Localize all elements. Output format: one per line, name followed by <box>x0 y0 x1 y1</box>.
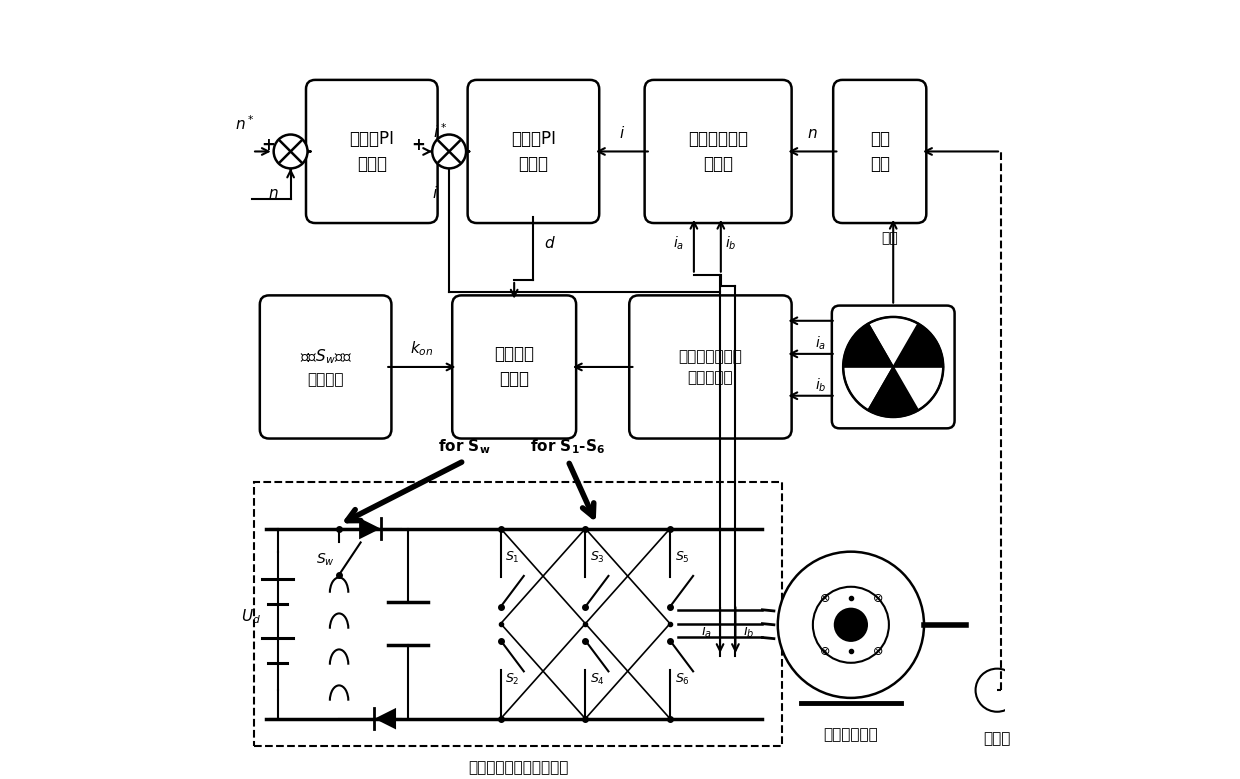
Text: $i_a$: $i_a$ <box>815 334 826 352</box>
Text: for $\mathbf{S_1}$-$\mathbf{S_6}$: for $\mathbf{S_1}$-$\mathbf{S_6}$ <box>531 438 605 456</box>
Text: $S_2$: $S_2$ <box>506 671 520 687</box>
Text: $n$: $n$ <box>807 125 817 141</box>
Text: $S_1$: $S_1$ <box>506 550 520 565</box>
Text: $S_4$: $S_4$ <box>590 671 605 687</box>
Wedge shape <box>868 367 919 417</box>
FancyBboxPatch shape <box>467 80 599 223</box>
FancyBboxPatch shape <box>832 305 955 428</box>
Text: $S_5$: $S_5$ <box>675 550 689 565</box>
FancyBboxPatch shape <box>306 80 438 223</box>
Text: 电流环PI
控制器: 电流环PI 控制器 <box>511 130 556 173</box>
Text: 非换相相电流
选择器: 非换相相电流 选择器 <box>688 130 748 173</box>
FancyBboxPatch shape <box>260 295 392 439</box>
Text: $i$: $i$ <box>619 125 625 141</box>
Text: $i_b$: $i_b$ <box>743 622 755 640</box>
Circle shape <box>777 552 924 698</box>
Text: 扇区: 扇区 <box>880 231 898 245</box>
FancyBboxPatch shape <box>645 80 791 223</box>
Text: $U_d$: $U_d$ <box>241 608 260 626</box>
Wedge shape <box>843 367 893 411</box>
Text: $i_a$: $i_a$ <box>701 622 712 640</box>
Text: $i_b$: $i_b$ <box>724 234 737 252</box>
Circle shape <box>274 135 308 168</box>
Wedge shape <box>893 323 944 367</box>
FancyBboxPatch shape <box>833 80 926 223</box>
Text: $i_b$: $i_b$ <box>815 376 826 393</box>
Text: $n^*$: $n^*$ <box>236 115 255 133</box>
Wedge shape <box>893 367 944 411</box>
Text: $k_{on}$: $k_{on}$ <box>410 339 434 358</box>
Text: $S_6$: $S_6$ <box>675 671 689 687</box>
FancyBboxPatch shape <box>629 295 791 439</box>
Polygon shape <box>374 708 396 729</box>
Text: +: + <box>262 136 275 154</box>
Text: 二极管辅助升降压逆变器: 二极管辅助升降压逆变器 <box>467 760 568 775</box>
Text: −: − <box>273 150 288 167</box>
Text: $i_a$: $i_a$ <box>673 234 684 252</box>
Text: +: + <box>412 136 425 154</box>
Wedge shape <box>843 323 893 367</box>
Text: $d$: $d$ <box>544 235 556 252</box>
Circle shape <box>433 135 466 168</box>
Circle shape <box>835 608 867 641</box>
Text: 计算$S_w$的导
通占空比: 计算$S_w$的导 通占空比 <box>300 347 352 387</box>
FancyBboxPatch shape <box>453 295 577 439</box>
Text: 转速环PI
控制器: 转速环PI 控制器 <box>350 130 394 173</box>
Text: 传感器: 传感器 <box>983 731 1011 746</box>
Text: −: − <box>451 150 466 168</box>
Polygon shape <box>360 518 381 539</box>
Text: for $\mathbf{S_w}$: for $\mathbf{S_w}$ <box>438 438 490 456</box>
Wedge shape <box>868 317 919 367</box>
Text: $S_w$: $S_w$ <box>316 552 335 568</box>
Text: $\otimes$: $\otimes$ <box>818 644 831 657</box>
Text: 换相和正常导通
阶段标志位: 换相和正常导通 阶段标志位 <box>678 349 743 385</box>
Text: $S_3$: $S_3$ <box>590 550 605 565</box>
Circle shape <box>813 587 889 663</box>
Text: 转速
估计: 转速 估计 <box>869 130 890 173</box>
Text: 无刷直流电机: 无刷直流电机 <box>823 727 878 742</box>
Circle shape <box>976 668 1019 712</box>
Text: $i$: $i$ <box>433 185 439 201</box>
Text: $i^*$: $i^*$ <box>433 122 448 141</box>
Text: $\otimes$: $\otimes$ <box>872 644 883 657</box>
Bar <box>254 482 781 746</box>
Text: $\otimes$: $\otimes$ <box>872 592 883 605</box>
Text: 开关矢量
发生器: 开关矢量 发生器 <box>495 345 534 389</box>
Text: $\otimes$: $\otimes$ <box>818 592 831 605</box>
Text: $n$: $n$ <box>268 185 279 201</box>
